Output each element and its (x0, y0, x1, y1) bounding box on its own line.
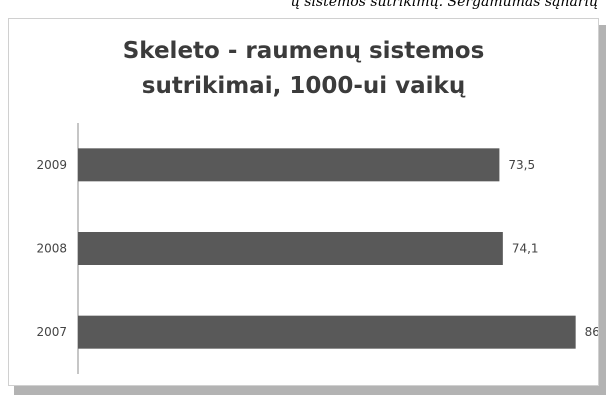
chart-title-line-1: Skeleto - raumenų sistemos (122, 38, 485, 64)
bar-2007 (78, 315, 576, 349)
chart-card: Skeleto - raumenų sistemos sutrikimai, 1… (8, 18, 599, 386)
bar-chart: 2009 73,5 2008 74,1 2007 86,8 (36, 123, 598, 374)
bar-2008 (78, 232, 503, 265)
tick-label-2007: 2007 (36, 325, 67, 339)
page-text-fragment: ų sistemos sutrikimų. Sergamumas sąnarių (290, 0, 598, 10)
data-label-2008: 74,1 (512, 242, 539, 256)
tick-label-2009: 2009 (36, 158, 67, 172)
bar-2009 (78, 148, 500, 182)
data-label-2007: 86,8 (585, 325, 598, 339)
chart-title: Skeleto - raumenų sistemos sutrikimai, 1… (9, 34, 598, 104)
chart-title-line-2: sutrikimai, 1000-ui vaikų (141, 73, 466, 99)
data-label-2009: 73,5 (508, 158, 535, 172)
tick-label-2008: 2008 (36, 242, 67, 256)
